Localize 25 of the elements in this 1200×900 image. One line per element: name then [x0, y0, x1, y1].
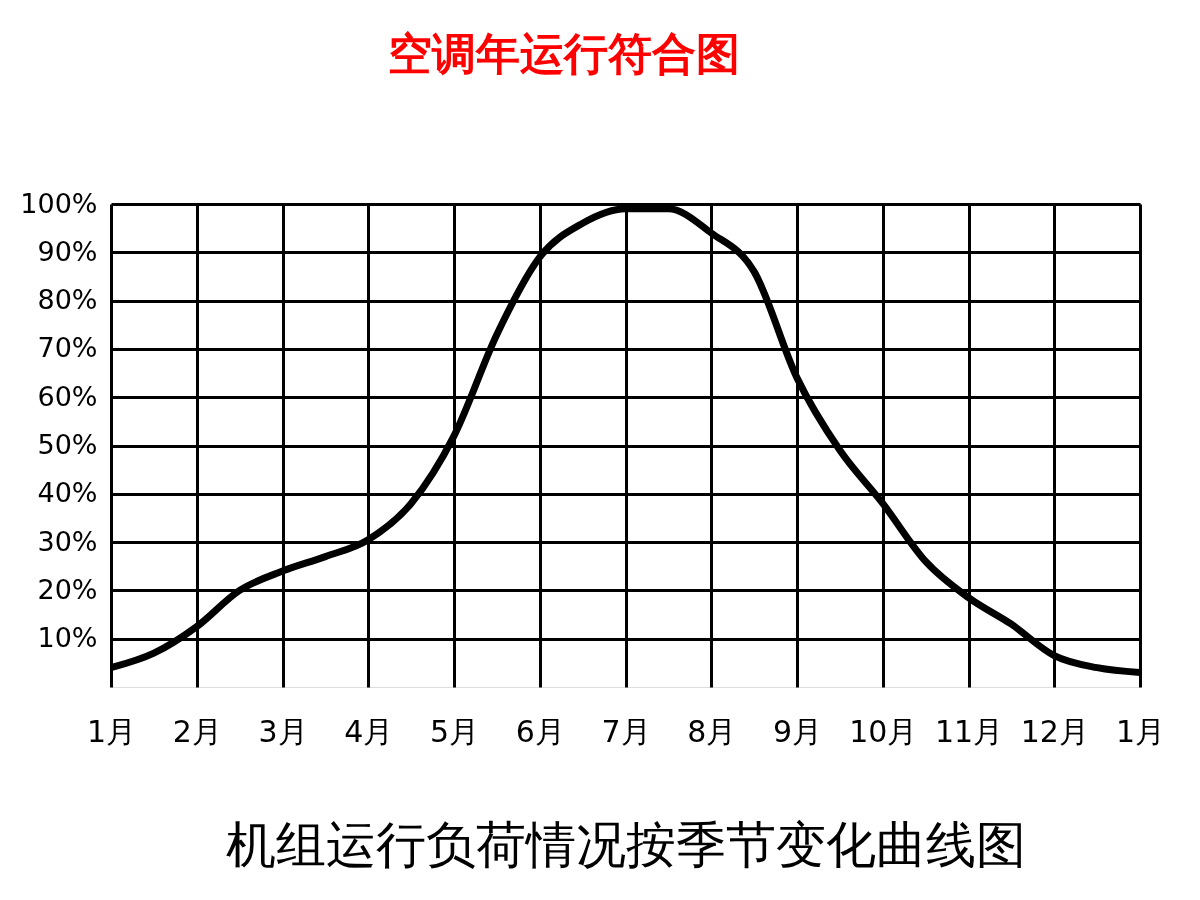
y-tick-label: 100%	[20, 187, 98, 219]
y-tick-label: 70%	[37, 332, 98, 364]
x-tick-label: 3月	[258, 713, 308, 749]
x-axis-title: 机组运行负荷情况按季节变化曲线图	[226, 815, 1026, 874]
y-tick-label: 10%	[37, 622, 98, 654]
x-tick-label: 2月	[172, 713, 222, 749]
y-tick-label: 20%	[37, 573, 98, 605]
y-tick-label: 90%	[37, 235, 98, 267]
x-tick-label: 4月	[344, 713, 394, 749]
x-tick-label: 8月	[687, 713, 737, 749]
y-tick-label: 30%	[37, 525, 98, 557]
x-tick-label: 10月	[849, 713, 918, 749]
y-tick-label: 40%	[37, 477, 98, 509]
x-tick-label: 6月	[515, 713, 565, 749]
x-tick-label: 9月	[772, 713, 823, 749]
chart-title: 空调年运行符合图	[387, 28, 740, 79]
x-tick-label: 7月	[601, 713, 651, 749]
y-tick-label: 60%	[37, 380, 98, 412]
x-tick-label: 1月	[86, 713, 137, 749]
y-tick-label: 50%	[37, 429, 98, 460]
y-tick-label: 80%	[37, 284, 98, 316]
x-tick-label: 11月	[934, 713, 1004, 749]
x-tick-label: 5月	[429, 713, 480, 749]
x-tick-label: 12月	[1020, 713, 1089, 749]
x-tick-label: 1月	[1115, 713, 1166, 749]
